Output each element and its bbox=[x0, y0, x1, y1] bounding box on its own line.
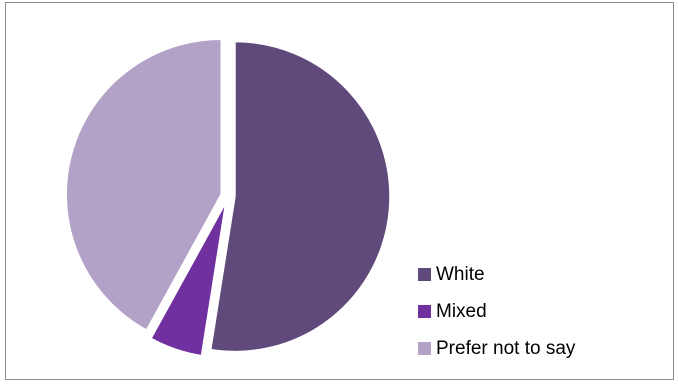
legend-label-white: White bbox=[436, 264, 485, 285]
legend-swatch-mixed bbox=[418, 305, 431, 318]
pie-chart bbox=[65, 38, 391, 357]
legend-label-mixed: Mixed bbox=[436, 301, 487, 322]
legend-swatch-white bbox=[418, 268, 431, 281]
chart-area: White Mixed Prefer not to say bbox=[5, 2, 674, 380]
pie-slice-mixed bbox=[150, 202, 227, 357]
legend-label-prefer-not-to-say: Prefer not to say bbox=[436, 338, 576, 359]
legend-swatch-prefer-not-to-say bbox=[418, 342, 431, 355]
pie-slice-white bbox=[209, 40, 391, 353]
pie-slice-prefer-not-to-say bbox=[65, 38, 222, 332]
